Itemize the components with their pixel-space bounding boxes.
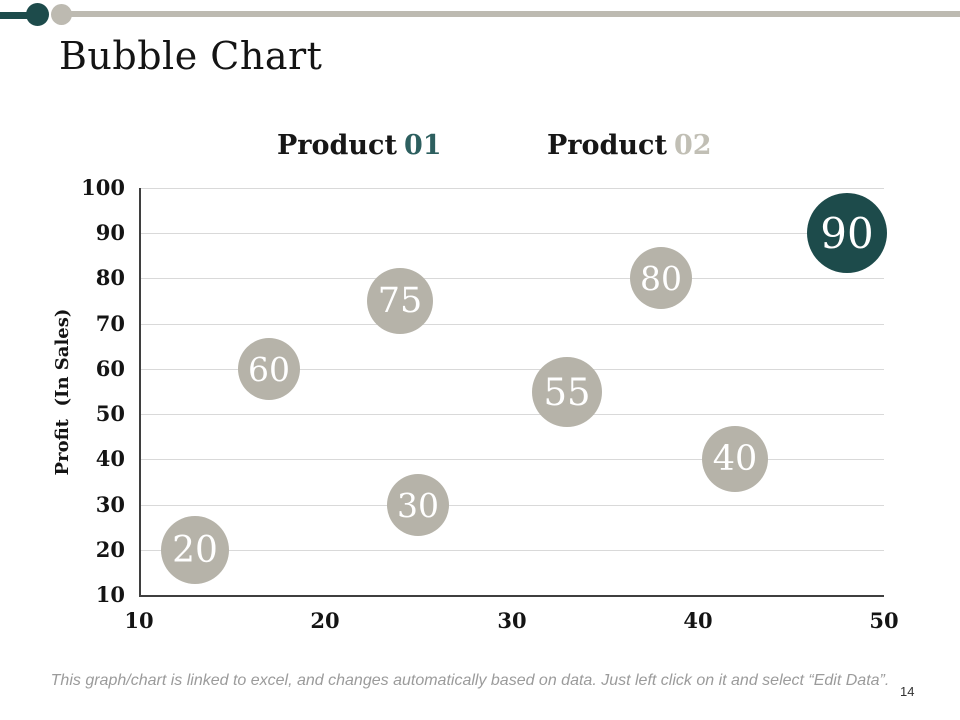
legend-number: 02 bbox=[673, 130, 712, 161]
footer-note: This graph/chart is linked to excel, and… bbox=[50, 672, 890, 689]
gridline-30 bbox=[139, 505, 884, 506]
bubble-75[interactable]: 75 bbox=[367, 268, 433, 334]
y-tick-label: 30 bbox=[95, 492, 125, 517]
accent-dot-icon bbox=[26, 3, 49, 26]
legend-label: Product bbox=[277, 130, 397, 161]
y-tick-label: 100 bbox=[81, 175, 125, 200]
gridline-60 bbox=[139, 369, 884, 370]
x-axis-line bbox=[139, 595, 884, 597]
y-axis-line bbox=[139, 188, 141, 596]
legend-item-product-01: Product 01 bbox=[277, 130, 442, 161]
bubble-20[interactable]: 20 bbox=[161, 516, 229, 584]
legend-label: Product bbox=[547, 130, 667, 161]
y-tick-label: 80 bbox=[95, 265, 125, 290]
top-decorative-bar bbox=[0, 0, 960, 30]
y-tick-label: 20 bbox=[95, 537, 125, 562]
bubble-60[interactable]: 60 bbox=[238, 338, 300, 400]
gridline-90 bbox=[139, 233, 884, 234]
legend-item-product-02: Product 02 bbox=[547, 130, 712, 161]
bubble-90[interactable]: 90 bbox=[807, 193, 887, 273]
x-tick-label: 50 bbox=[869, 608, 899, 633]
page-number: 14 bbox=[900, 684, 915, 699]
y-tick-label: 70 bbox=[95, 311, 125, 336]
x-tick-label: 40 bbox=[683, 608, 713, 633]
gridline-40 bbox=[139, 459, 884, 460]
bubble-30[interactable]: 30 bbox=[387, 474, 449, 536]
y-tick-label: 90 bbox=[95, 220, 125, 245]
legend-number: 01 bbox=[403, 130, 442, 161]
gridline-70 bbox=[139, 324, 884, 325]
y-axis-title: Profit (In Sales) bbox=[52, 308, 73, 476]
gridline-20 bbox=[139, 550, 884, 551]
accent-line bbox=[0, 12, 44, 19]
gridline-80 bbox=[139, 278, 884, 279]
gray-line bbox=[70, 11, 960, 17]
y-tick-label: 10 bbox=[95, 582, 125, 607]
x-tick-label: 20 bbox=[310, 608, 340, 633]
y-tick-label: 60 bbox=[95, 356, 125, 381]
gray-dot-icon bbox=[51, 4, 72, 25]
x-tick-label: 10 bbox=[124, 608, 154, 633]
bubble-55[interactable]: 55 bbox=[532, 357, 602, 427]
x-tick-label: 30 bbox=[497, 608, 527, 633]
bubble-40[interactable]: 40 bbox=[702, 426, 768, 492]
y-tick-label: 50 bbox=[95, 401, 125, 426]
page-title: Bubble Chart bbox=[59, 34, 323, 78]
gridline-100 bbox=[139, 188, 884, 189]
gridline-50 bbox=[139, 414, 884, 415]
bubble-80[interactable]: 80 bbox=[630, 247, 692, 309]
y-tick-label: 40 bbox=[95, 446, 125, 471]
